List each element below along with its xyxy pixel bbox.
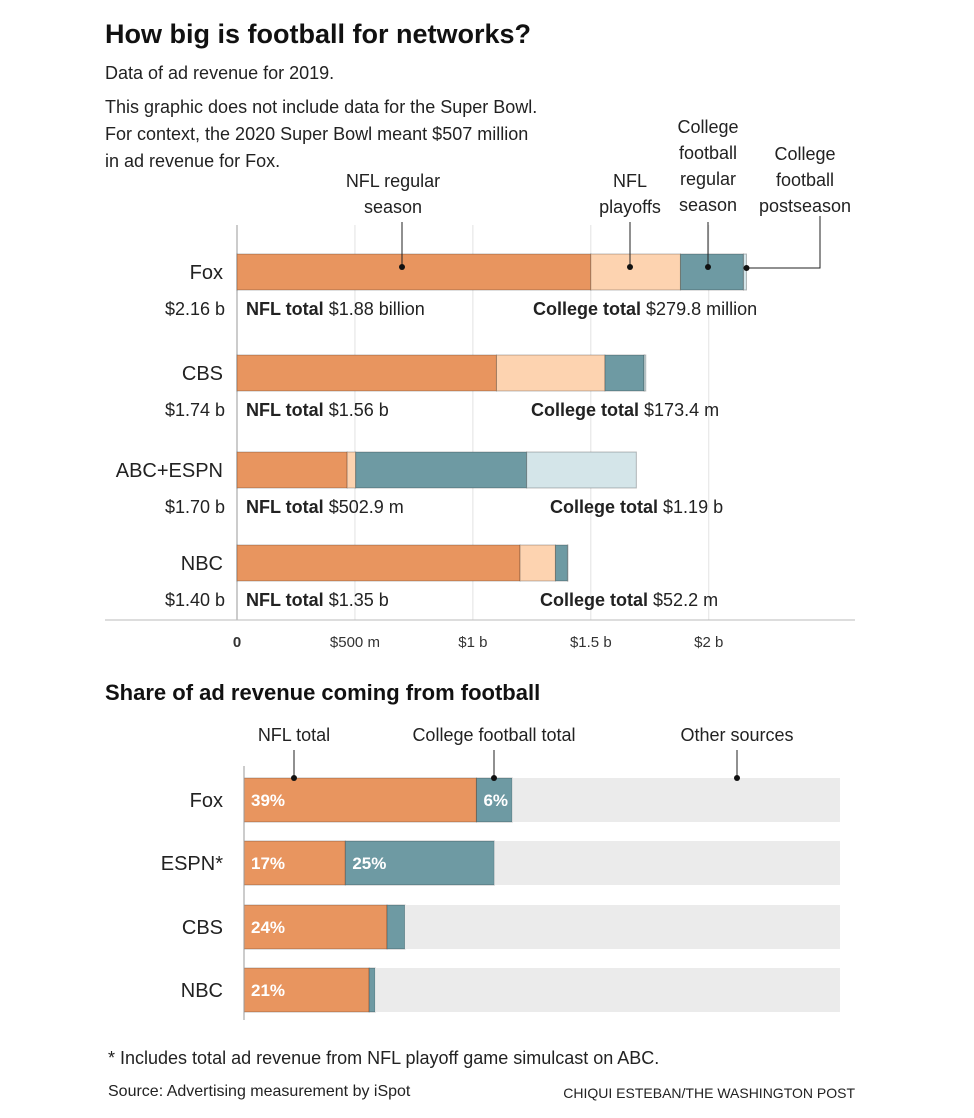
bar-segment	[236, 253, 592, 291]
value-label: 24%	[251, 918, 285, 937]
college-total-value: $279.8 million	[646, 299, 758, 319]
college-total-label: College total	[533, 299, 642, 319]
college-total: College total $279.8 million	[533, 296, 757, 322]
x-tick-label: $2 b	[694, 634, 723, 651]
bar-segment	[243, 777, 477, 823]
annotation-dot	[734, 775, 740, 781]
college-total: College total $1.19 b	[550, 494, 723, 520]
credit: CHIQUI ESTEBAN/THE WASHINGTON POST	[563, 1085, 855, 1101]
bar-segment	[346, 451, 357, 489]
footnote: * Includes total ad revenue from NFL pla…	[108, 1048, 660, 1068]
legend-label: Other sources	[680, 725, 794, 745]
note-line: For context, the 2020 Super Bowl meant $…	[105, 124, 529, 144]
nfl-total-value: $502.9 m	[328, 497, 404, 517]
category-label: CBS	[182, 917, 223, 939]
nfl-total-label: NFL total	[246, 497, 324, 517]
legend-label: NFL regular season	[345, 171, 441, 217]
college-total-label: College total	[550, 497, 659, 517]
college-total: College total $52.2 m	[540, 587, 718, 613]
value-label: 39%	[251, 791, 285, 810]
nfl-total-value: $1.56 b	[328, 400, 389, 420]
college-total: College total $173.4 m	[531, 397, 719, 423]
bar-segment	[590, 253, 681, 291]
legend-label: College football total	[412, 725, 576, 745]
bar-segment	[236, 544, 521, 582]
bar-segment	[236, 354, 497, 392]
note-line: in ad revenue for Fox.	[105, 151, 281, 171]
bar-segment	[526, 451, 637, 489]
nfl-total-label: NFL total	[246, 299, 324, 319]
category-label: ABC+ESPN	[116, 460, 223, 482]
bar-segment	[375, 968, 840, 1012]
legend-label: NFL total	[257, 725, 331, 745]
bar-segment	[742, 253, 747, 291]
annotation-dot	[705, 264, 711, 270]
bar-segment	[566, 544, 569, 582]
value-label: 6%	[483, 791, 508, 810]
nfl-total: NFL total $1.56 b	[246, 397, 389, 423]
source: Source: Advertising measurement by iSpot	[108, 1083, 411, 1100]
bar-segment	[243, 840, 346, 886]
title: How big is football for networks?	[105, 19, 532, 49]
section-title: Share of ad revenue coming from football	[105, 680, 541, 705]
total-label: $2.16 b	[164, 299, 225, 319]
nfl-total: NFL total $1.35 b	[246, 587, 389, 613]
bar-segment	[355, 451, 528, 489]
x-tick-label: $1.5 b	[570, 634, 612, 651]
legend-label: College football postseason	[758, 144, 852, 216]
category-label: ESPN*	[161, 853, 223, 875]
x-tick-label: 0	[233, 634, 241, 651]
college-total-value: $1.19 b	[663, 497, 724, 517]
annotation-dot	[491, 775, 497, 781]
nfl-total: NFL total $1.88 billion	[246, 296, 425, 322]
bar-segment	[386, 904, 406, 950]
bar-segment	[512, 778, 840, 822]
value-label: 17%	[251, 854, 285, 873]
bar-segment	[368, 967, 376, 1013]
bar-segment	[604, 354, 645, 392]
legend-label: NFL playoffs	[599, 171, 661, 217]
value-label: 21%	[251, 981, 285, 1000]
note-line: This graphic does not include data for t…	[105, 97, 538, 117]
category-label: Fox	[190, 790, 223, 812]
annotation-dot	[399, 264, 405, 270]
category-label: CBS	[182, 363, 223, 385]
value-label: 25%	[352, 854, 386, 873]
category-label: NBC	[181, 553, 223, 575]
category-label: Fox	[190, 262, 223, 284]
annotation-dot	[291, 775, 297, 781]
category-label: NBC	[181, 980, 223, 1002]
bar-segment	[554, 544, 568, 582]
nfl-total-value: $1.88 billion	[328, 299, 425, 319]
annotation-dot	[627, 264, 633, 270]
bar-segment	[494, 841, 840, 885]
leader-line	[746, 216, 821, 269]
college-total-label: College total	[531, 400, 640, 420]
bar-segment	[643, 354, 647, 392]
nfl-total: NFL total $502.9 m	[246, 494, 404, 520]
bar-segment	[404, 905, 840, 949]
nfl-total-label: NFL total	[246, 590, 324, 610]
college-total-value: $52.2 m	[653, 590, 719, 610]
annotation-dot	[743, 265, 750, 271]
college-total-value: $173.4 m	[644, 400, 720, 420]
total-label: $1.74 b	[164, 400, 225, 420]
total-label: $1.40 b	[164, 590, 225, 610]
bar-segment	[236, 451, 348, 489]
bar-segment	[519, 544, 556, 582]
bar-segment	[495, 354, 606, 392]
subtitle: Data of ad revenue for 2019.	[105, 63, 335, 83]
total-label: $1.70 b	[164, 497, 225, 517]
nfl-total-value: $1.35 b	[328, 590, 389, 610]
x-tick-label: $1 b	[458, 634, 487, 651]
nfl-total-label: NFL total	[246, 400, 324, 420]
bar-segment	[679, 253, 744, 291]
college-total-label: College total	[540, 590, 649, 610]
legend-label: College football regular season	[677, 117, 739, 215]
bar-segment	[243, 904, 388, 950]
x-tick-label: $500 m	[330, 634, 380, 651]
